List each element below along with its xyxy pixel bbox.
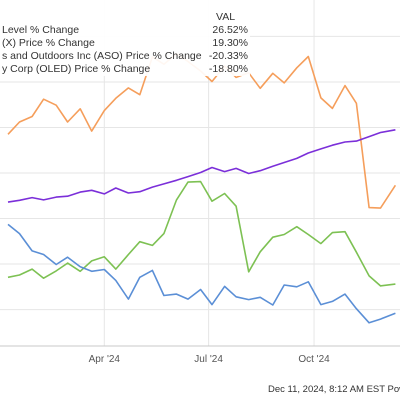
x-axis-ticks: Apr '24 Jul '24 Oct '24 — [89, 354, 331, 365]
legend-series-name: y Corp (OLED) Price % Change — [2, 63, 150, 75]
x-tick-label: Apr '24 — [89, 354, 121, 365]
legend-series-value: 26.52% — [212, 24, 248, 36]
legend-series-value: -20.33% — [209, 50, 248, 62]
legend-series-name: s and Outdoors Inc (ASO) Price % Change — [2, 50, 202, 62]
series-lines — [7, 52, 397, 324]
legend-series-name: Level % Change — [2, 24, 79, 36]
legend-series-value: 19.30% — [212, 37, 248, 49]
x-tick-label: Jul '24 — [194, 354, 223, 365]
legend: VAL Level % Change 26.52% (X) Price % Chan… — [0, 0, 250, 76]
series-line-3 — [7, 223, 396, 324]
x-tick-label: Oct '24 — [298, 354, 330, 365]
legend-series-name: (X) Price % Change — [2, 37, 95, 49]
series-line-0 — [7, 129, 396, 203]
legend-header: VAL — [216, 11, 235, 23]
legend-series-value: -18.80% — [209, 63, 248, 75]
footer-timestamp: Dec 11, 2024, 8:12 AM EST Powered by — [268, 384, 400, 395]
legend-background — [0, 0, 250, 76]
series-line-2 — [7, 180, 396, 287]
